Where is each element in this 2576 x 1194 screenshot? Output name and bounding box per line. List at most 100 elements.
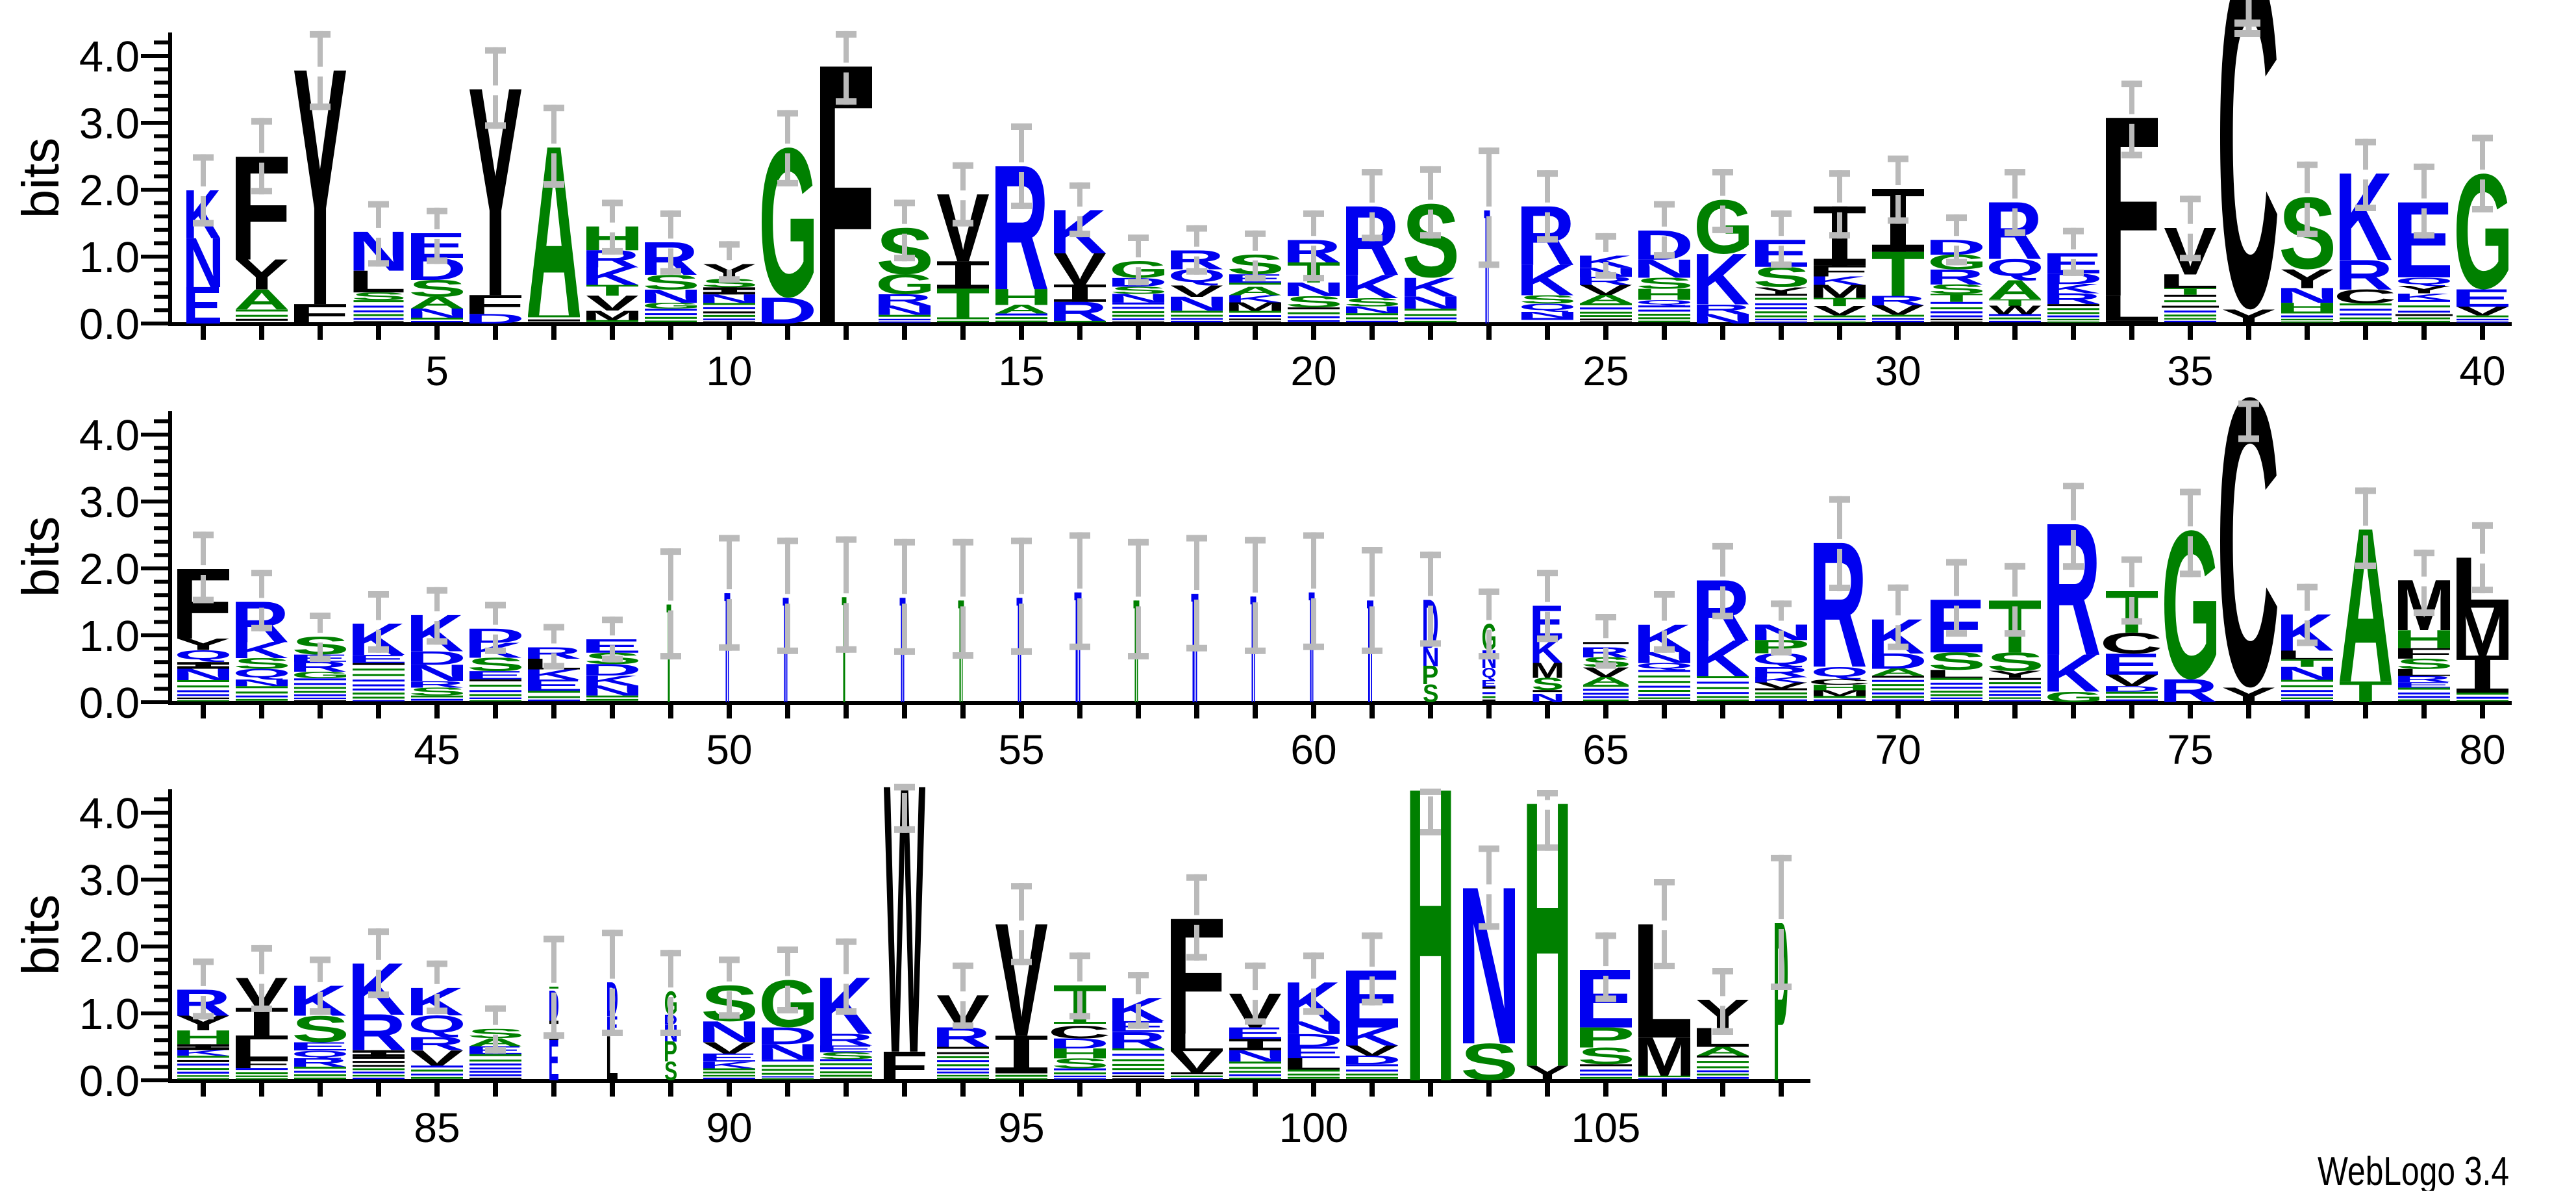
svg-text:0.0: 0.0 [79,300,140,349]
svg-text:S: S [1519,293,1577,306]
svg-text:75: 75 [2167,726,2213,773]
svg-text:N: N [1632,254,1696,283]
svg-text:N: N [1282,1017,1345,1038]
svg-text:W: W [884,705,926,1134]
svg-text:C: C [2216,0,2279,408]
svg-text:R: R [1867,293,1926,308]
svg-text:E: E [463,668,525,681]
svg-text:P: P [1773,874,1789,1129]
svg-text:5: 5 [425,348,449,394]
svg-text:1.0: 1.0 [79,612,140,661]
svg-text:Q: Q [291,1048,349,1059]
svg-text:G: G [642,301,701,311]
svg-text:S: S [467,1026,525,1041]
svg-text:Q: Q [1986,255,2044,281]
svg-text:30: 30 [1875,348,1921,394]
svg-text:1.0: 1.0 [79,990,140,1039]
svg-text:R: R [1575,274,1634,288]
svg-text:K: K [1692,630,1749,688]
svg-text:2.0: 2.0 [79,166,140,215]
svg-text:S: S [351,290,407,303]
svg-text:N: N [405,306,469,321]
svg-text:K: K [2042,644,2100,704]
svg-text:Y: Y [2397,284,2451,296]
svg-text:S: S [818,1050,875,1061]
svg-text:15: 15 [998,348,1044,394]
svg-text:K: K [1750,675,1808,684]
svg-text:1.0: 1.0 [79,233,140,282]
svg-text:K: K [1224,293,1282,305]
svg-text:M: M [1808,281,1870,302]
svg-text:E: E [2099,647,2161,681]
svg-text:Y: Y [2221,305,2276,328]
svg-text:Q: Q [232,667,291,680]
svg-text:C: C [1047,1022,1110,1042]
svg-text:E: E [814,1043,875,1054]
svg-text:V: V [1170,282,1223,300]
svg-text:3.0: 3.0 [79,99,140,148]
svg-text:N: N [1107,291,1170,305]
svg-text:bits: bits [12,138,69,219]
svg-text:60: 60 [1290,726,1336,773]
svg-text:3.0: 3.0 [79,478,140,527]
svg-text:S: S [233,655,291,672]
svg-text:M: M [1808,689,1870,698]
svg-text:Y: Y [1988,669,2042,680]
svg-text:M: M [581,308,643,324]
svg-text:N: N [1691,311,1755,327]
svg-text:N: N [639,285,703,307]
svg-text:M: M [1530,658,1565,682]
svg-text:E: E [2450,284,2512,312]
svg-text:V: V [1813,303,1866,318]
svg-text:L: L [2158,270,2220,292]
svg-text:K: K [1808,273,1866,288]
svg-text:G: G [291,670,351,680]
svg-text:D: D [756,1023,817,1050]
svg-text:Y: Y [1754,285,1808,296]
svg-text:F: F [2391,645,2453,662]
svg-text:T: T [936,280,990,327]
svg-text:25: 25 [1582,348,1629,394]
svg-text:D: D [1866,649,1927,674]
svg-text:V: V [2456,304,2509,318]
svg-text:S: S [1986,647,2044,676]
svg-text:R: R [815,1030,874,1049]
svg-text:K: K [1516,256,1574,305]
svg-text:C: C [1807,678,1870,687]
svg-text:Q: Q [174,647,232,662]
svg-text:K: K [2042,281,2100,296]
svg-text:K: K [1399,272,1457,302]
svg-text:D: D [581,661,642,679]
svg-text:H: H [1405,700,1455,1170]
svg-text:Q: Q [1635,661,1694,670]
svg-text:N: N [873,303,936,318]
svg-text:80: 80 [2459,726,2505,773]
svg-text:L: L [606,1023,618,1095]
svg-text:S: S [2395,655,2453,672]
svg-text:K: K [231,637,288,663]
svg-text:Y: Y [2280,264,2334,294]
svg-text:T: T [2338,675,2392,709]
svg-text:L: L [1924,667,1986,680]
svg-text:R: R [873,291,932,309]
svg-text:A: A [1227,285,1283,298]
svg-text:4.0: 4.0 [79,32,140,81]
svg-text:F: F [879,1043,929,1089]
svg-text:95: 95 [998,1104,1044,1151]
svg-text:Q: Q [1810,664,1869,680]
svg-text:A: A [1870,667,1926,678]
svg-text:D: D [464,311,525,327]
svg-text:F: F [229,1057,291,1071]
svg-text:H: H [2392,625,2456,654]
svg-text:90: 90 [706,1104,752,1151]
svg-text:R: R [1692,301,1751,317]
svg-text:S: S [408,685,466,698]
svg-text:Y: Y [1526,1061,1569,1085]
svg-text:WebLogo 3.4: WebLogo 3.4 [2318,1149,2509,1191]
svg-text:55: 55 [998,726,1044,773]
svg-text:L: L [2099,288,2161,329]
svg-text:R: R [1925,265,1984,289]
svg-text:0.0: 0.0 [79,1057,140,1106]
svg-text:N: N [182,223,224,303]
svg-text:P: P [1574,1021,1635,1054]
